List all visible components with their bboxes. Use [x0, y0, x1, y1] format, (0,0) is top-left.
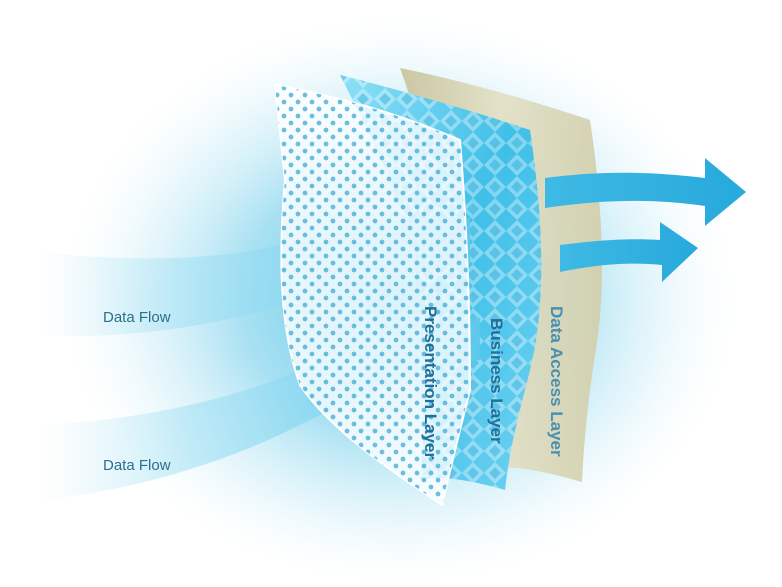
- data-flow-label-top: Data Flow: [103, 309, 171, 326]
- presentation-layer-label: Presentation Layer: [421, 306, 440, 460]
- data-access-layer-label: Data Access Layer: [547, 306, 566, 457]
- output-arrow-bottom: [560, 222, 698, 282]
- data-flow-label-bottom: Data Flow: [103, 457, 171, 474]
- business-layer-label: Business Layer: [487, 318, 506, 444]
- output-arrow-top: [545, 158, 746, 226]
